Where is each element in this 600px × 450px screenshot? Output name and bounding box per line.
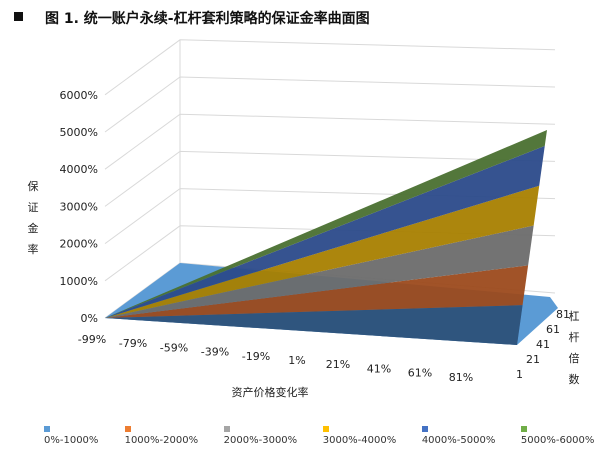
x-tick-label: -59% xyxy=(160,341,188,354)
y-tick-label: 1 xyxy=(516,368,523,381)
legend-label: 4000%-5000% xyxy=(421,435,496,446)
gridline xyxy=(104,39,556,96)
y-tick-label: 61 xyxy=(546,323,560,336)
y-axis-title-char: 倍 xyxy=(569,351,580,365)
surface-band-3000%-4000% xyxy=(105,185,540,318)
legend-label: 2000%-3000% xyxy=(223,435,298,446)
legend-swatch xyxy=(421,426,428,432)
z-tick-label: 0% xyxy=(81,312,98,325)
x-tick-label: -39% xyxy=(201,346,229,359)
y-axis-title-char: 杆 xyxy=(569,330,580,344)
z-tick-label: 1000% xyxy=(60,275,98,288)
y-axis-title-char: 数 xyxy=(569,373,580,386)
z-axis-title-char: 证 xyxy=(28,201,39,214)
legend-label: 5000%-6000% xyxy=(520,435,595,446)
z-tick-label: 4000% xyxy=(60,163,98,176)
legend-label: 0%-1000% xyxy=(44,435,99,446)
z-axis-title-char: 金 xyxy=(28,221,39,235)
z-tick-label: 2000% xyxy=(60,238,98,251)
x-tick-label: 1% xyxy=(288,354,305,367)
gridline xyxy=(104,76,556,133)
y-tick-label: 21 xyxy=(526,353,540,366)
x-tick-label: 61% xyxy=(408,367,432,380)
legend-swatch xyxy=(124,426,131,432)
x-axis-title: 资产价格变化率 xyxy=(232,385,309,399)
surface-front-face xyxy=(105,305,523,345)
y-axis-title-char: 杠 xyxy=(569,310,580,323)
legend-swatch xyxy=(322,426,329,432)
x-tick-label: 21% xyxy=(326,358,350,371)
x-tick-label: -79% xyxy=(119,337,147,350)
bullet-square-icon xyxy=(14,12,23,21)
x-tick-label: -19% xyxy=(242,350,270,363)
legend-swatch xyxy=(520,426,527,432)
legend-item: 4000%-5000% xyxy=(421,424,501,446)
x-tick-label: 81% xyxy=(449,371,473,384)
surface-band-5000%-6000% xyxy=(105,130,547,318)
x-tick-label: -99% xyxy=(78,333,106,346)
legend-swatch xyxy=(44,426,50,432)
z-tick-label: 5000% xyxy=(60,126,98,139)
legend-item: 1000%-2000% xyxy=(124,424,204,446)
legend-item: 2000%-3000% xyxy=(223,424,303,446)
x-tick-label: 41% xyxy=(367,362,391,375)
legend: 0%-1000% 1000%-2000% 2000%-3000% 3000%-4000… xyxy=(44,424,600,446)
z-axis-title-char: 保 xyxy=(28,179,39,193)
y-tick-label: 41 xyxy=(536,338,550,351)
title-text: 图 1. 统一账户永续-杠杆套利策略的保证金率曲面图 xyxy=(45,11,370,27)
legend-label: 1000%-2000% xyxy=(124,435,199,446)
z-tick-label: 6000% xyxy=(60,89,98,102)
y-tick-label: 81 xyxy=(556,308,570,321)
figure-title: 图 1. 统一账户永续-杠杆套利策略的保证金率曲面图 xyxy=(14,8,370,28)
z-tick-label: 3000% xyxy=(60,200,98,213)
z-axis-title-char: 率 xyxy=(28,242,39,256)
legend-swatch xyxy=(223,426,230,432)
legend-item: 0%-1000% xyxy=(44,424,105,446)
legend-label: 3000%-4000% xyxy=(322,435,397,446)
legend-item: 5000%-6000% xyxy=(520,424,600,446)
legend-item: 3000%-4000% xyxy=(322,424,402,446)
